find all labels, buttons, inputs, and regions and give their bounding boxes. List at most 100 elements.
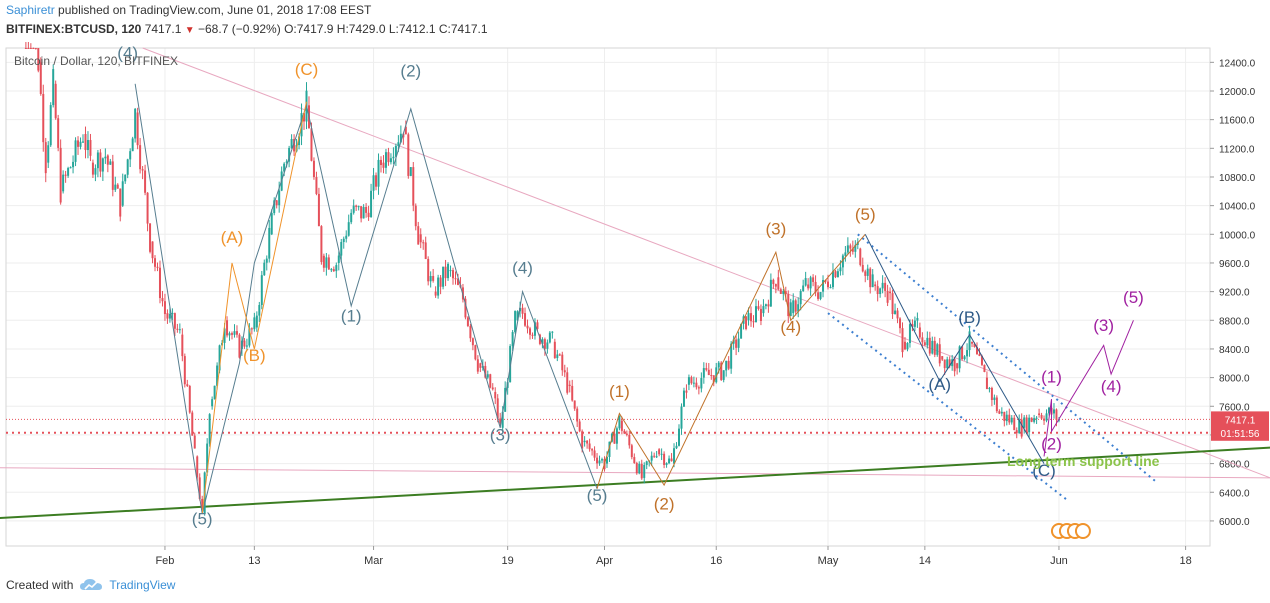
candle-body <box>449 270 452 272</box>
price-chart[interactable]: 12400.0 12000.0 11600.0 11200.0 10800.0 10400… <box>0 42 1270 572</box>
wave-label: (B) <box>958 308 981 327</box>
candle-body <box>601 459 604 461</box>
candle-body <box>186 384 189 386</box>
candle-body <box>859 248 862 265</box>
wave-path <box>1043 320 1134 457</box>
candle-body <box>956 363 959 369</box>
candle-body <box>365 206 368 213</box>
wave-paths <box>134 83 1134 514</box>
candle-body <box>908 324 911 344</box>
candle-body <box>745 316 748 330</box>
candle-body <box>794 300 797 312</box>
candle-body <box>476 359 479 372</box>
candle-body <box>772 279 775 285</box>
x-tick-label: May <box>818 555 839 567</box>
candle-body <box>278 190 281 206</box>
candle-body <box>903 341 906 350</box>
candle-body <box>452 270 455 279</box>
candle-body <box>692 382 695 384</box>
candle-body <box>303 113 306 122</box>
candle-body <box>469 325 472 339</box>
x-tick-label: Mar <box>364 555 383 567</box>
candle-body <box>434 291 437 296</box>
candle-body <box>409 167 412 176</box>
wave-label: (4) <box>1101 377 1122 396</box>
event-icons[interactable] <box>1050 523 1091 539</box>
published-text: published on TradingView.com, June 01, 2… <box>58 3 372 17</box>
candle-body <box>387 152 390 163</box>
candle-body <box>250 328 253 330</box>
trend-lines <box>0 47 1270 519</box>
candle-body <box>1005 414 1008 422</box>
candle-body <box>67 168 70 176</box>
candle-body <box>630 445 633 458</box>
candle-body <box>62 174 65 192</box>
candle-body <box>1043 418 1046 421</box>
candle-body <box>372 175 375 191</box>
candle-body <box>618 415 621 429</box>
candle-body <box>270 213 273 235</box>
candle-body <box>1020 419 1023 437</box>
footer: Created with TradingView <box>6 578 175 592</box>
tradingview-link[interactable]: TradingView <box>109 578 176 592</box>
x-tick-label: 19 <box>502 555 514 567</box>
y-tick-label: 10000.0 <box>1219 230 1256 241</box>
candle-body <box>139 145 142 170</box>
candle-body <box>849 245 852 249</box>
candle-body <box>285 161 288 163</box>
candle-body <box>1048 407 1051 414</box>
candle-body <box>814 281 817 293</box>
plot-frame <box>5 47 1211 547</box>
candle-body <box>27 48 30 49</box>
candle-body <box>971 341 974 344</box>
candle-body <box>42 93 45 143</box>
candle-body <box>447 263 450 279</box>
candle-body <box>206 443 209 473</box>
price-change: −68.7 (−0.92%) <box>198 22 281 36</box>
candle-body <box>531 334 534 336</box>
candle-body <box>819 292 822 299</box>
candle-body <box>665 463 668 465</box>
candle-body <box>129 151 132 160</box>
candle-body <box>995 397 998 412</box>
candle-body <box>846 245 849 253</box>
y-tick-label: 9200.0 <box>1219 288 1250 299</box>
wave-label: (A) <box>928 375 951 394</box>
author-link[interactable]: Saphiretr <box>6 3 55 17</box>
candle-body <box>44 142 47 174</box>
candle-body <box>235 331 238 335</box>
candle-body <box>397 142 400 146</box>
candle-body <box>424 242 427 259</box>
candle-body <box>1015 430 1018 434</box>
candle-body <box>1028 417 1031 433</box>
candle-body <box>1033 418 1036 422</box>
candle-body <box>777 277 780 290</box>
candle-body <box>911 324 914 327</box>
candle-body <box>628 434 631 446</box>
candle-body <box>34 48 37 49</box>
candle-body <box>74 140 77 162</box>
candle-body <box>980 356 983 365</box>
candle-body <box>370 190 373 218</box>
candle-body <box>787 294 790 317</box>
candle-body <box>1013 417 1016 431</box>
candle-body <box>797 304 800 312</box>
grid-lines <box>6 48 1210 546</box>
candle-body <box>521 307 524 314</box>
candle-body <box>861 264 864 272</box>
candle-body <box>817 292 820 299</box>
x-tick-label: Jun <box>1050 555 1068 567</box>
candle-body <box>869 268 872 288</box>
candle-body <box>414 205 417 227</box>
candle-body <box>623 430 626 434</box>
candle-body <box>707 369 710 376</box>
candle-body <box>881 282 884 289</box>
candle-body <box>350 212 353 223</box>
candle-body <box>176 328 179 330</box>
candle-body <box>834 271 837 278</box>
candle-body <box>1010 417 1013 423</box>
candle-body <box>293 138 296 152</box>
candle-body <box>941 356 944 360</box>
wave-label: (5) <box>1123 288 1144 307</box>
candle-body <box>1040 415 1043 419</box>
